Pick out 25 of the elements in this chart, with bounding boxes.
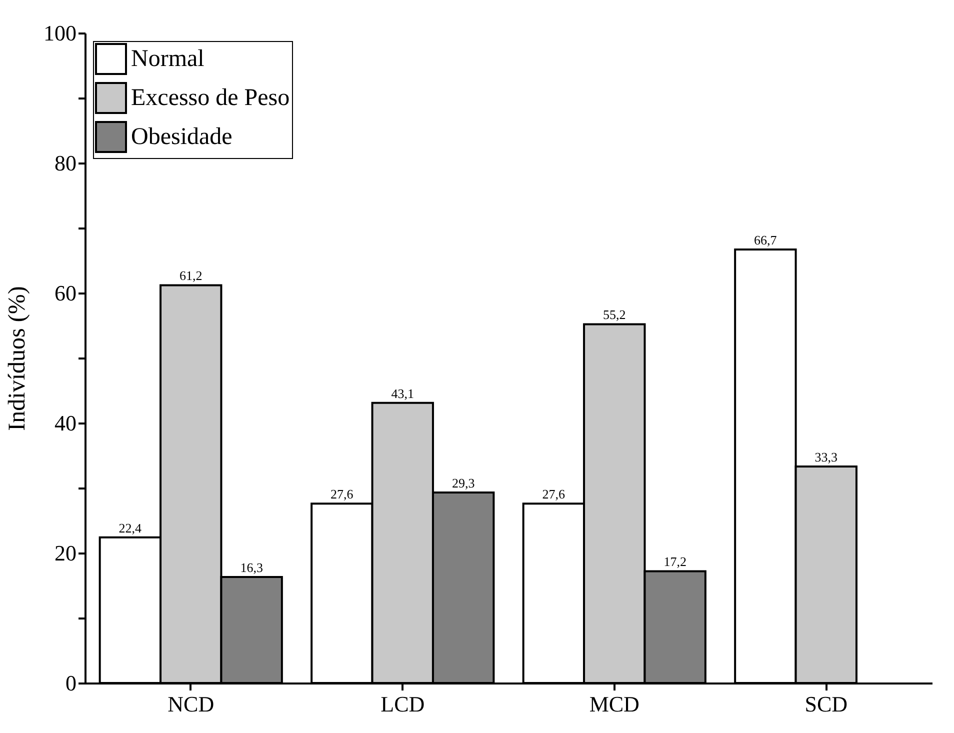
x-tick-label: SCD (804, 692, 848, 716)
legend-label: Obesidade (131, 124, 232, 150)
y-tick-label: 80 (54, 150, 76, 176)
data-label: 43,1 (391, 386, 414, 401)
x-tick-label: MCD (589, 692, 640, 716)
y-tick-label: 40 (54, 410, 76, 436)
data-label: 27,6 (542, 486, 566, 502)
data-label: 22,4 (118, 520, 142, 536)
data-label: 33,3 (814, 450, 838, 465)
x-tick-label: NCD (168, 692, 214, 716)
legend-label: Excesso de Peso (131, 85, 290, 111)
y-tick-label: 0 (66, 670, 76, 696)
legend-label: Normal (131, 46, 205, 72)
y-tick-label: 60 (54, 280, 76, 306)
data-label: 17,2 (664, 554, 686, 570)
data-label: 66,7 (754, 232, 778, 248)
data-label: 16,3 (240, 560, 263, 576)
y-tick-label: 100 (44, 20, 76, 46)
data-label: 61,2 (180, 268, 202, 284)
data-label: 29,3 (452, 476, 475, 491)
data-label: 27,6 (330, 486, 354, 502)
x-tick-label: LCD (380, 692, 425, 716)
y-tick-label: 20 (54, 540, 76, 566)
data-label: 55,2 (603, 307, 626, 322)
y-axis-title: Indivíduos (%) (4, 286, 30, 431)
